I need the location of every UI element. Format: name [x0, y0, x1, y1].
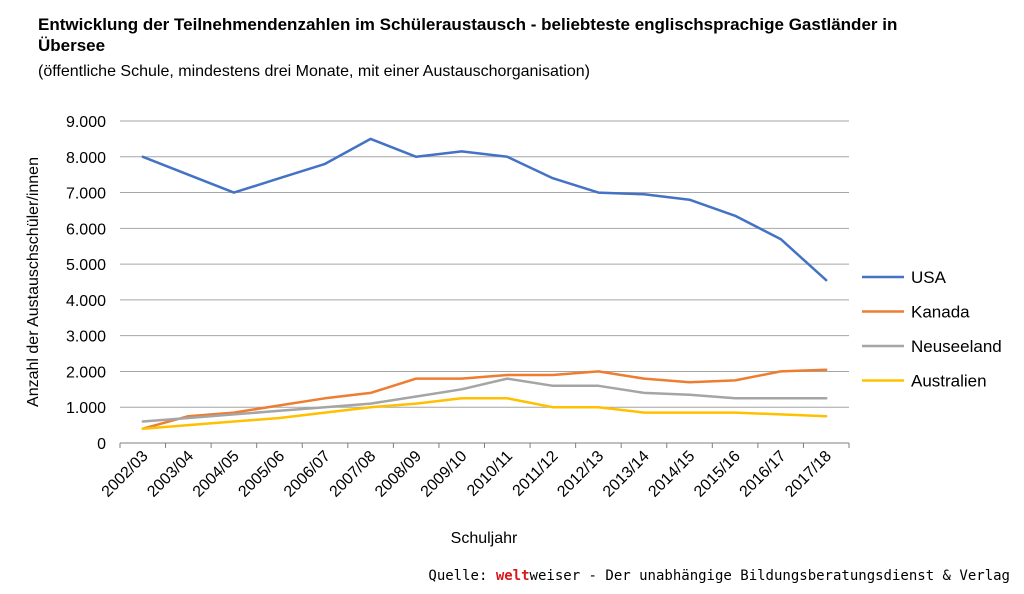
x-tick-label: 2004/05: [190, 448, 243, 501]
source-prefix: Quelle:: [428, 568, 496, 584]
x-tick-label: 2012/13: [554, 448, 607, 501]
legend-label-australien: Australien: [911, 372, 987, 391]
x-tick-label: 2008/09: [372, 448, 425, 501]
chart-subtitle: (öffentliche Schule, mindestens drei Mon…: [38, 63, 591, 80]
y-tick-label: 9.000: [66, 114, 106, 131]
source-brand-bold: welt: [495, 568, 530, 584]
x-tick-label: 2017/18: [782, 448, 835, 501]
series-line-kanada: [141, 368, 828, 430]
x-tick-label: 2011/12: [510, 448, 562, 500]
x-axis-label: Schuljahr: [451, 530, 518, 547]
source-note: Quelle: weltweiser - Der unabhängige Bil…: [428, 568, 1010, 584]
source-suffix: - Der unabhängige Bildungsberatungsdiens…: [580, 568, 1010, 584]
y-axis-ticks: 0 1.000 2.000 3.000 4.000 5.000 6.000 7.000 8.00…: [66, 114, 106, 453]
x-tick-label: 2007/08: [326, 448, 379, 501]
chart-title: Entwicklung der Teilnehmendenzahlen im S…: [38, 15, 898, 55]
legend: USA Kanada Neuseeland Australien: [862, 268, 1002, 391]
series-line-australien: [141, 397, 828, 430]
legend-label-neuseeland: Neuseeland: [911, 337, 1002, 356]
x-tick-label: 2005/06: [235, 448, 288, 501]
y-tick-label: 4.000: [66, 293, 106, 310]
x-tick-label: 2010/11: [464, 448, 516, 500]
gridlines: [120, 120, 849, 444]
y-tick-label: 2.000: [66, 364, 106, 381]
source-brand-rest: weiser: [529, 568, 581, 584]
x-tick-label: 2002/03: [99, 448, 152, 501]
y-tick-label: 3.000: [66, 329, 106, 346]
series-lines: [141, 137, 828, 430]
x-tick-label: 2009/10: [418, 448, 471, 501]
y-tick-label: 1.000: [66, 400, 106, 417]
legend-label-usa: USA: [911, 268, 947, 287]
y-axis-label: Anzahl der Austauschschüler/innen: [25, 157, 42, 407]
x-tick-label: 2006/07: [281, 448, 334, 501]
y-tick-label: 6.000: [66, 221, 106, 238]
series-line-neuseeland: [141, 377, 828, 423]
y-tick-label: 7.000: [66, 186, 106, 203]
x-tick-label: 2003/04: [144, 448, 197, 501]
x-tick-label: 2013/14: [600, 448, 653, 501]
x-axis: 2002/032003/042004/052005/062006/072007/…: [99, 443, 850, 501]
x-tick-label: 2014/15: [645, 448, 698, 501]
legend-label-kanada: Kanada: [911, 303, 970, 322]
y-tick-label: 8.000: [66, 150, 106, 167]
x-tick-label: 2015/16: [691, 448, 744, 501]
x-tick-label: 2016/17: [737, 448, 790, 501]
series-line-usa: [141, 137, 828, 282]
y-tick-label: 0: [97, 436, 106, 453]
y-tick-label: 5.000: [66, 257, 106, 274]
